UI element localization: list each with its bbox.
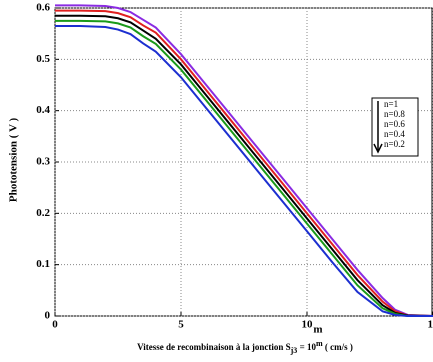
x-axis-label: Vitesse de recombinaison à la jonction S… bbox=[137, 339, 353, 355]
y-tick-label: 0.2 bbox=[36, 207, 50, 219]
legend-box bbox=[371, 97, 419, 157]
y-tick-label: 0.5 bbox=[36, 53, 50, 65]
line-series bbox=[55, 9, 433, 317]
legend-label: n=0.8 bbox=[384, 109, 405, 119]
legend-arrow-head bbox=[373, 143, 383, 154]
legend-label: n=0.6 bbox=[384, 119, 405, 129]
legend-label: n=0.4 bbox=[384, 129, 405, 139]
legend-label: n=1 bbox=[384, 99, 398, 109]
y-tick-label: 0.1 bbox=[36, 258, 50, 270]
x-tick-label: 15 bbox=[428, 319, 433, 331]
line-series bbox=[55, 24, 433, 317]
y-tick-label: 0.6 bbox=[36, 2, 50, 14]
x-tick-label: 5 bbox=[178, 319, 184, 331]
y-tick-label: 0 bbox=[45, 310, 51, 322]
y-tick-label: 0.4 bbox=[36, 104, 50, 116]
y-tick-label: 0.3 bbox=[36, 156, 50, 168]
x-tick-label: 10 bbox=[302, 319, 314, 331]
line-series bbox=[55, 19, 433, 317]
plot-area bbox=[54, 7, 433, 317]
line-series bbox=[55, 14, 433, 317]
annotation: m bbox=[313, 324, 322, 336]
line-series bbox=[55, 4, 433, 317]
legend-label: n=0.2 bbox=[384, 139, 405, 149]
y-axis-label: Phototension ( V ) bbox=[8, 118, 20, 203]
x-tick-label: 0 bbox=[52, 319, 58, 331]
